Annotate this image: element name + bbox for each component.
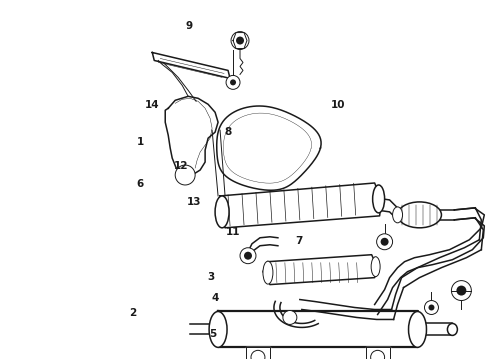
Circle shape xyxy=(230,80,236,85)
Circle shape xyxy=(428,305,435,310)
Circle shape xyxy=(451,280,471,301)
Circle shape xyxy=(283,310,297,324)
Polygon shape xyxy=(218,311,417,347)
Circle shape xyxy=(226,75,240,89)
Text: 1: 1 xyxy=(136,138,144,147)
Text: 4: 4 xyxy=(212,293,220,303)
Text: 12: 12 xyxy=(174,161,189,171)
Text: 11: 11 xyxy=(225,227,240,237)
Circle shape xyxy=(381,238,389,246)
Ellipse shape xyxy=(209,311,227,347)
Circle shape xyxy=(231,32,249,50)
Ellipse shape xyxy=(372,185,385,213)
Polygon shape xyxy=(233,32,247,49)
Text: 3: 3 xyxy=(207,272,215,282)
Ellipse shape xyxy=(409,311,426,347)
Ellipse shape xyxy=(371,257,380,276)
Text: 10: 10 xyxy=(331,100,345,110)
Text: 9: 9 xyxy=(185,21,193,31)
Circle shape xyxy=(240,248,256,264)
Text: 13: 13 xyxy=(187,197,201,207)
Text: 5: 5 xyxy=(210,329,217,339)
Circle shape xyxy=(424,301,439,315)
Text: 7: 7 xyxy=(295,236,302,246)
Circle shape xyxy=(236,37,244,45)
Text: 6: 6 xyxy=(136,179,144,189)
Polygon shape xyxy=(246,347,270,360)
Ellipse shape xyxy=(447,323,457,336)
Ellipse shape xyxy=(397,202,441,228)
Circle shape xyxy=(456,285,466,296)
Circle shape xyxy=(244,252,252,260)
Circle shape xyxy=(377,234,392,250)
Ellipse shape xyxy=(392,207,403,223)
Circle shape xyxy=(175,165,195,185)
Polygon shape xyxy=(217,106,321,190)
Text: 14: 14 xyxy=(145,100,159,110)
Polygon shape xyxy=(216,183,382,228)
Polygon shape xyxy=(152,53,230,78)
Ellipse shape xyxy=(215,196,229,228)
Ellipse shape xyxy=(263,261,273,284)
Polygon shape xyxy=(263,255,378,285)
Text: 2: 2 xyxy=(129,308,136,318)
Polygon shape xyxy=(366,347,390,360)
Polygon shape xyxy=(165,96,218,175)
Text: 8: 8 xyxy=(224,127,231,136)
